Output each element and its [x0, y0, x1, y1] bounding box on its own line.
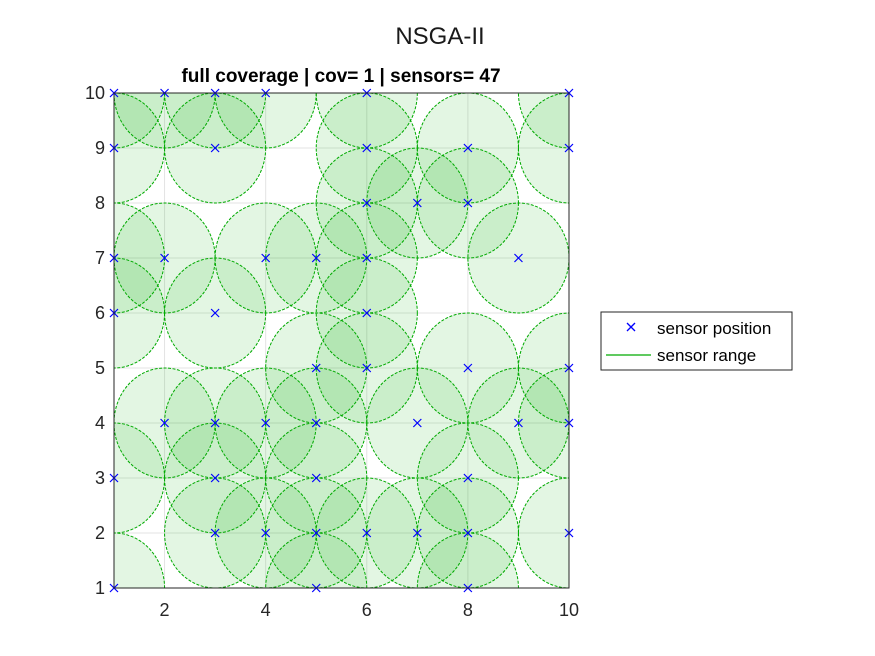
sensor-position-marker: [463, 528, 473, 538]
legend-label-sensor-position: sensor position: [657, 319, 771, 338]
plot-area: [114, 93, 569, 588]
x-tick-label: 10: [559, 600, 579, 620]
sensor-position-marker: [311, 418, 321, 428]
y-tick-label: 10: [85, 83, 105, 103]
sensor-position-marker: [210, 528, 220, 538]
sensor-position-marker: [412, 418, 422, 428]
sensor-position-marker: [160, 418, 169, 428]
sensor-range-circle: [517, 367, 569, 479]
y-tick-label: 5: [95, 358, 105, 378]
sensor-range-circle: [517, 93, 569, 149]
figure-title: NSGA-II: [395, 23, 484, 50]
legend-marker-sensor-position: [626, 322, 636, 332]
sensor-position-marker: [412, 198, 422, 208]
sensor-position-marker: [362, 363, 372, 373]
y-tick-label: 2: [95, 523, 105, 543]
y-tick-label: 9: [95, 138, 105, 158]
sensor-position-marker: [210, 143, 220, 153]
sensor-position-marker: [160, 253, 169, 263]
sensor-range-circle: [114, 422, 166, 534]
sensor-range-circles: [114, 93, 569, 588]
sensor-position-marker: [210, 308, 220, 318]
axes-title: full coverage | cov= 1 | sensors= 47: [181, 66, 500, 87]
sensor-range-circle: [114, 93, 166, 204]
y-tick-label: 6: [95, 303, 105, 323]
sensor-position-marker: [514, 418, 523, 428]
sensor-range-circle: [517, 477, 569, 588]
sensor-position-marker: [412, 528, 422, 538]
legend: sensor position sensor range: [600, 311, 793, 371]
sensor-range-circle: [517, 93, 569, 204]
sensor-range-circle: [114, 93, 166, 149]
y-tick-label: 3: [95, 468, 105, 488]
x-tick-labels: 2 4 6 8 10: [160, 600, 579, 620]
sensor-position-marker: [210, 418, 220, 428]
x-tick-label: 4: [261, 600, 271, 620]
sensor-position-marker: [463, 198, 473, 208]
sensor-position-marker: [514, 253, 523, 263]
sensor-position-marker: [362, 143, 372, 153]
sensor-range-circle: [114, 532, 166, 588]
sensor-position-marker: [362, 308, 372, 318]
plot-frame: [113, 92, 570, 589]
sensor-position-marker: [311, 528, 321, 538]
sensor-position-marker: [362, 528, 372, 538]
sensor-position-marker: [463, 143, 473, 153]
y-tick-label: 7: [95, 248, 105, 268]
x-tick-label: 2: [160, 600, 170, 620]
y-tick-label: 8: [95, 193, 105, 213]
legend-label-sensor-range: sensor range: [657, 346, 756, 365]
y-tick-label: 4: [95, 413, 105, 433]
sensor-position-marker: [311, 363, 321, 373]
sensor-position-marker: [362, 253, 372, 263]
sensor-position-markers: [109, 88, 574, 593]
x-tick-label: 6: [362, 600, 372, 620]
sensor-range-circle: [114, 257, 166, 369]
sensor-range-circle: [517, 312, 569, 424]
sensor-position-marker: [362, 198, 372, 208]
sensor-position-marker: [463, 473, 473, 483]
legend-box: [600, 311, 793, 371]
sensor-position-marker: [261, 418, 271, 428]
sensor-position-marker: [311, 253, 321, 263]
sensor-position-marker: [261, 528, 271, 538]
sensor-position-marker: [261, 253, 271, 263]
x-tick-label: 8: [463, 600, 473, 620]
y-tick-labels: 1 2 3 4 5 6 7 8 9 10: [85, 83, 105, 598]
sensor-position-marker: [210, 473, 220, 483]
y-tick-label: 1: [95, 578, 105, 598]
sensor-position-marker: [463, 363, 473, 373]
sensor-position-marker: [311, 473, 321, 483]
